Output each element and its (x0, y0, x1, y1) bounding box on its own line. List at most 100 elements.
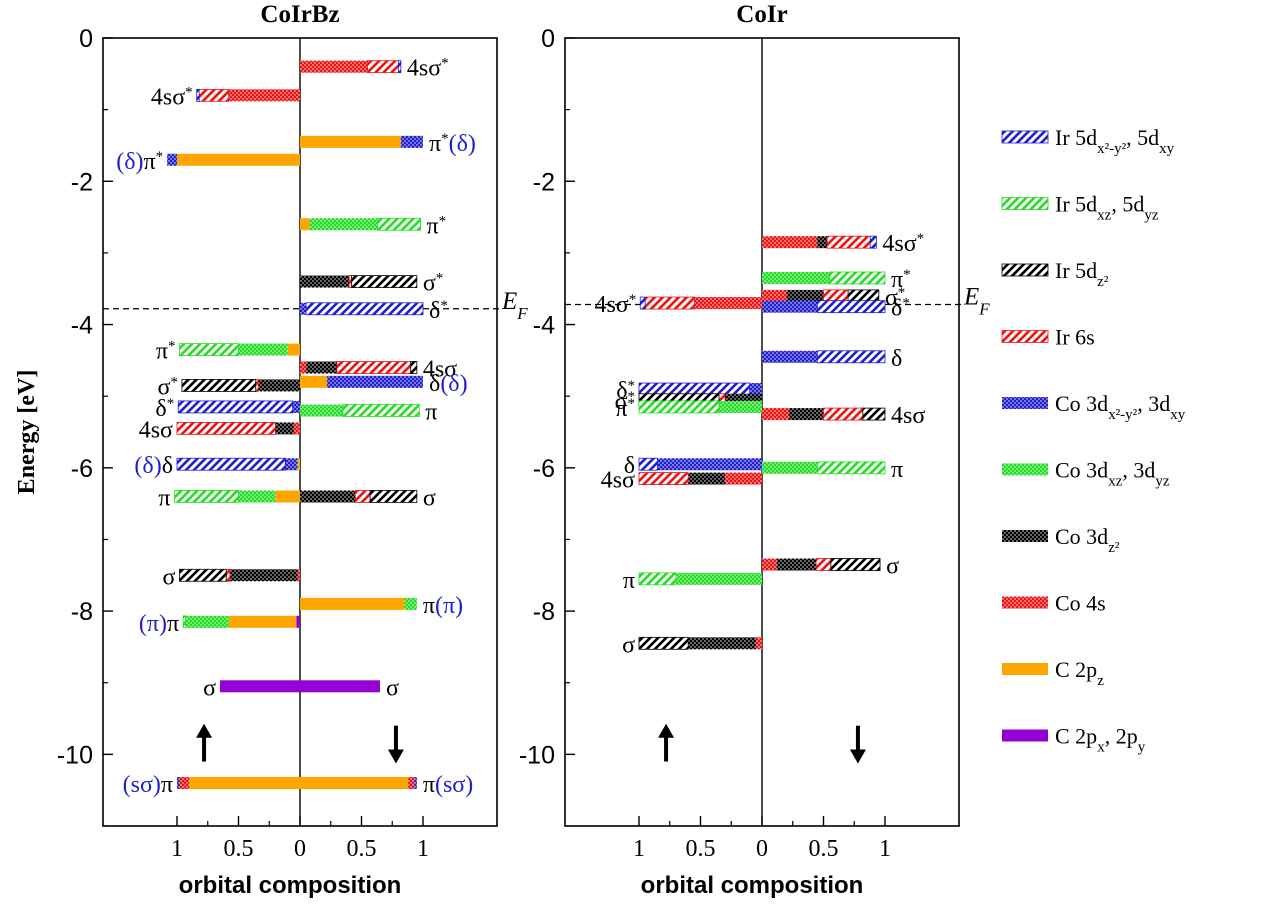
y-tick-label: -2 (533, 168, 555, 196)
level-bar-segment (694, 297, 762, 310)
level-bar-segment (305, 302, 424, 316)
level-bar-segment (657, 458, 762, 471)
level-label: π(sσ) (423, 772, 473, 798)
level-label: σ* (157, 374, 177, 400)
level-bar-segment (688, 472, 726, 485)
level-label: (sσ)π (123, 772, 173, 798)
level-label: σ* (615, 389, 635, 415)
y-tick-label: -4 (533, 312, 555, 340)
level-label: π*(δ) (429, 131, 476, 157)
level-bar-segment (638, 572, 677, 586)
level-bar-segment (185, 615, 229, 628)
level-bar-segment (179, 343, 239, 357)
level-bar-segment (181, 379, 257, 392)
level-label: 4sσ (139, 417, 173, 443)
level-label: π (891, 457, 903, 483)
level-label: δ (624, 453, 635, 479)
level-bar-segment (220, 680, 300, 693)
level-bar-segment (786, 289, 824, 302)
level-bar-segment (300, 135, 401, 148)
x-tick-label: 1 (879, 836, 891, 862)
level-label: σ (203, 675, 216, 701)
level-bar-segment (725, 472, 762, 485)
x-tick-label: 1 (633, 836, 645, 862)
level-label: δ* (155, 396, 174, 422)
level-label: π* (891, 267, 911, 293)
level-bar-segment (638, 400, 720, 414)
level-bar-segment (762, 558, 777, 571)
level-label: 4sσ (423, 357, 457, 383)
level-label: σ* (885, 285, 905, 311)
level-label: σ (886, 554, 899, 580)
level-bar-segment (258, 379, 300, 392)
level-bar-segment (177, 400, 294, 414)
level-bar-segment (638, 382, 751, 396)
level-bar-segment (749, 383, 762, 396)
level-bar-segment (789, 408, 824, 421)
level-bar-segment (638, 636, 689, 650)
level-bar-segment (377, 217, 421, 231)
level-bar-segment (297, 458, 300, 471)
level-label: π* (427, 213, 447, 239)
x-tick-label: 0 (294, 836, 306, 862)
level-bar-segment (300, 60, 368, 73)
level-bar-segment (238, 343, 288, 356)
level-bar-segment (177, 153, 300, 166)
level-bar-segment (196, 88, 200, 102)
panel-coir: CoIr 0 -2 -4 -6 -8 -10 1 0.5 0 0.5 1 orbital composi… (519, 1, 990, 899)
level-bar-segment (776, 558, 817, 571)
level-label: 4sσ* (594, 292, 636, 318)
level-label: 4sσ* (882, 231, 924, 257)
level-bar-segment (189, 777, 300, 790)
level-label: π (623, 568, 635, 594)
level-bar-segment (275, 490, 300, 503)
y-tick-label: -10 (519, 741, 555, 769)
spin-up-arrow-icon (196, 723, 213, 762)
level-label: π (158, 485, 170, 511)
y-axis-label: Energy [eV] (14, 370, 40, 495)
level-label: (δ)π* (116, 149, 163, 175)
level-bar-segment (762, 300, 818, 313)
level-bar-segment (410, 361, 418, 374)
x-tick-label: 0.5 (686, 836, 716, 862)
level-bar-segment (300, 361, 307, 374)
y-tick-label: 0 (79, 25, 93, 53)
x-tick-label: 0.5 (809, 836, 839, 862)
level-bar-segment (400, 135, 423, 148)
level-bar-segment (351, 275, 418, 288)
spin-up-arrow-icon (658, 723, 675, 762)
y-tick-label: -8 (71, 598, 93, 626)
level-bar-segment (755, 637, 762, 650)
level-bar-segment (292, 400, 300, 413)
level-bar-segment (823, 289, 849, 303)
level-bar-segment (306, 361, 337, 374)
level-label: 4sσ* (151, 84, 193, 110)
level-label: δ (891, 346, 902, 372)
level-bar-segment (414, 777, 417, 790)
level-bar-segment (293, 422, 300, 435)
level-bar-segment (847, 289, 880, 303)
level-bar-segment (367, 60, 399, 74)
level-bar-segment (287, 343, 300, 356)
level-bar-segment (336, 361, 412, 374)
level-bar-segment (300, 375, 328, 388)
level-bar-segment (198, 88, 230, 102)
level-bar-segment (869, 235, 877, 249)
level-bar-segment (762, 289, 787, 302)
level-bar-segment (176, 422, 276, 435)
level-label: π (425, 400, 437, 426)
level-bar-segment (179, 568, 227, 582)
level-bar-segment (762, 236, 818, 249)
level-label: δ(δ) (429, 371, 468, 397)
level-bar-segment (816, 461, 886, 475)
level-label: π* (615, 396, 635, 422)
y-tick-label: -6 (533, 455, 555, 483)
level-bar-segment (179, 777, 190, 790)
level-bar-segment (300, 680, 380, 693)
level-bar-segment (309, 218, 378, 231)
level-bar-segment (182, 615, 187, 629)
spin-down-arrow-icon (387, 725, 404, 764)
panel-title: CoIr (736, 1, 787, 28)
level-label: σ (163, 564, 176, 590)
x-tick-label: 1 (417, 836, 429, 862)
